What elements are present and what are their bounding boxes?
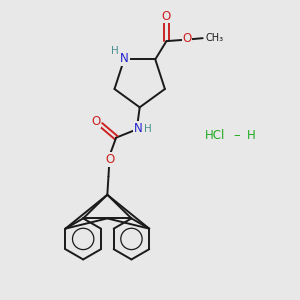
Text: O: O	[106, 153, 115, 166]
Text: O: O	[182, 32, 192, 45]
Text: O: O	[162, 10, 171, 22]
Text: HCl: HCl	[205, 129, 225, 142]
Text: N: N	[134, 122, 142, 135]
Text: H: H	[111, 46, 119, 56]
Text: H: H	[247, 129, 256, 142]
Text: CH₃: CH₃	[205, 33, 223, 43]
Text: O: O	[92, 115, 101, 128]
Text: N: N	[120, 52, 129, 65]
Text: H: H	[144, 124, 152, 134]
Text: –: –	[233, 129, 240, 142]
